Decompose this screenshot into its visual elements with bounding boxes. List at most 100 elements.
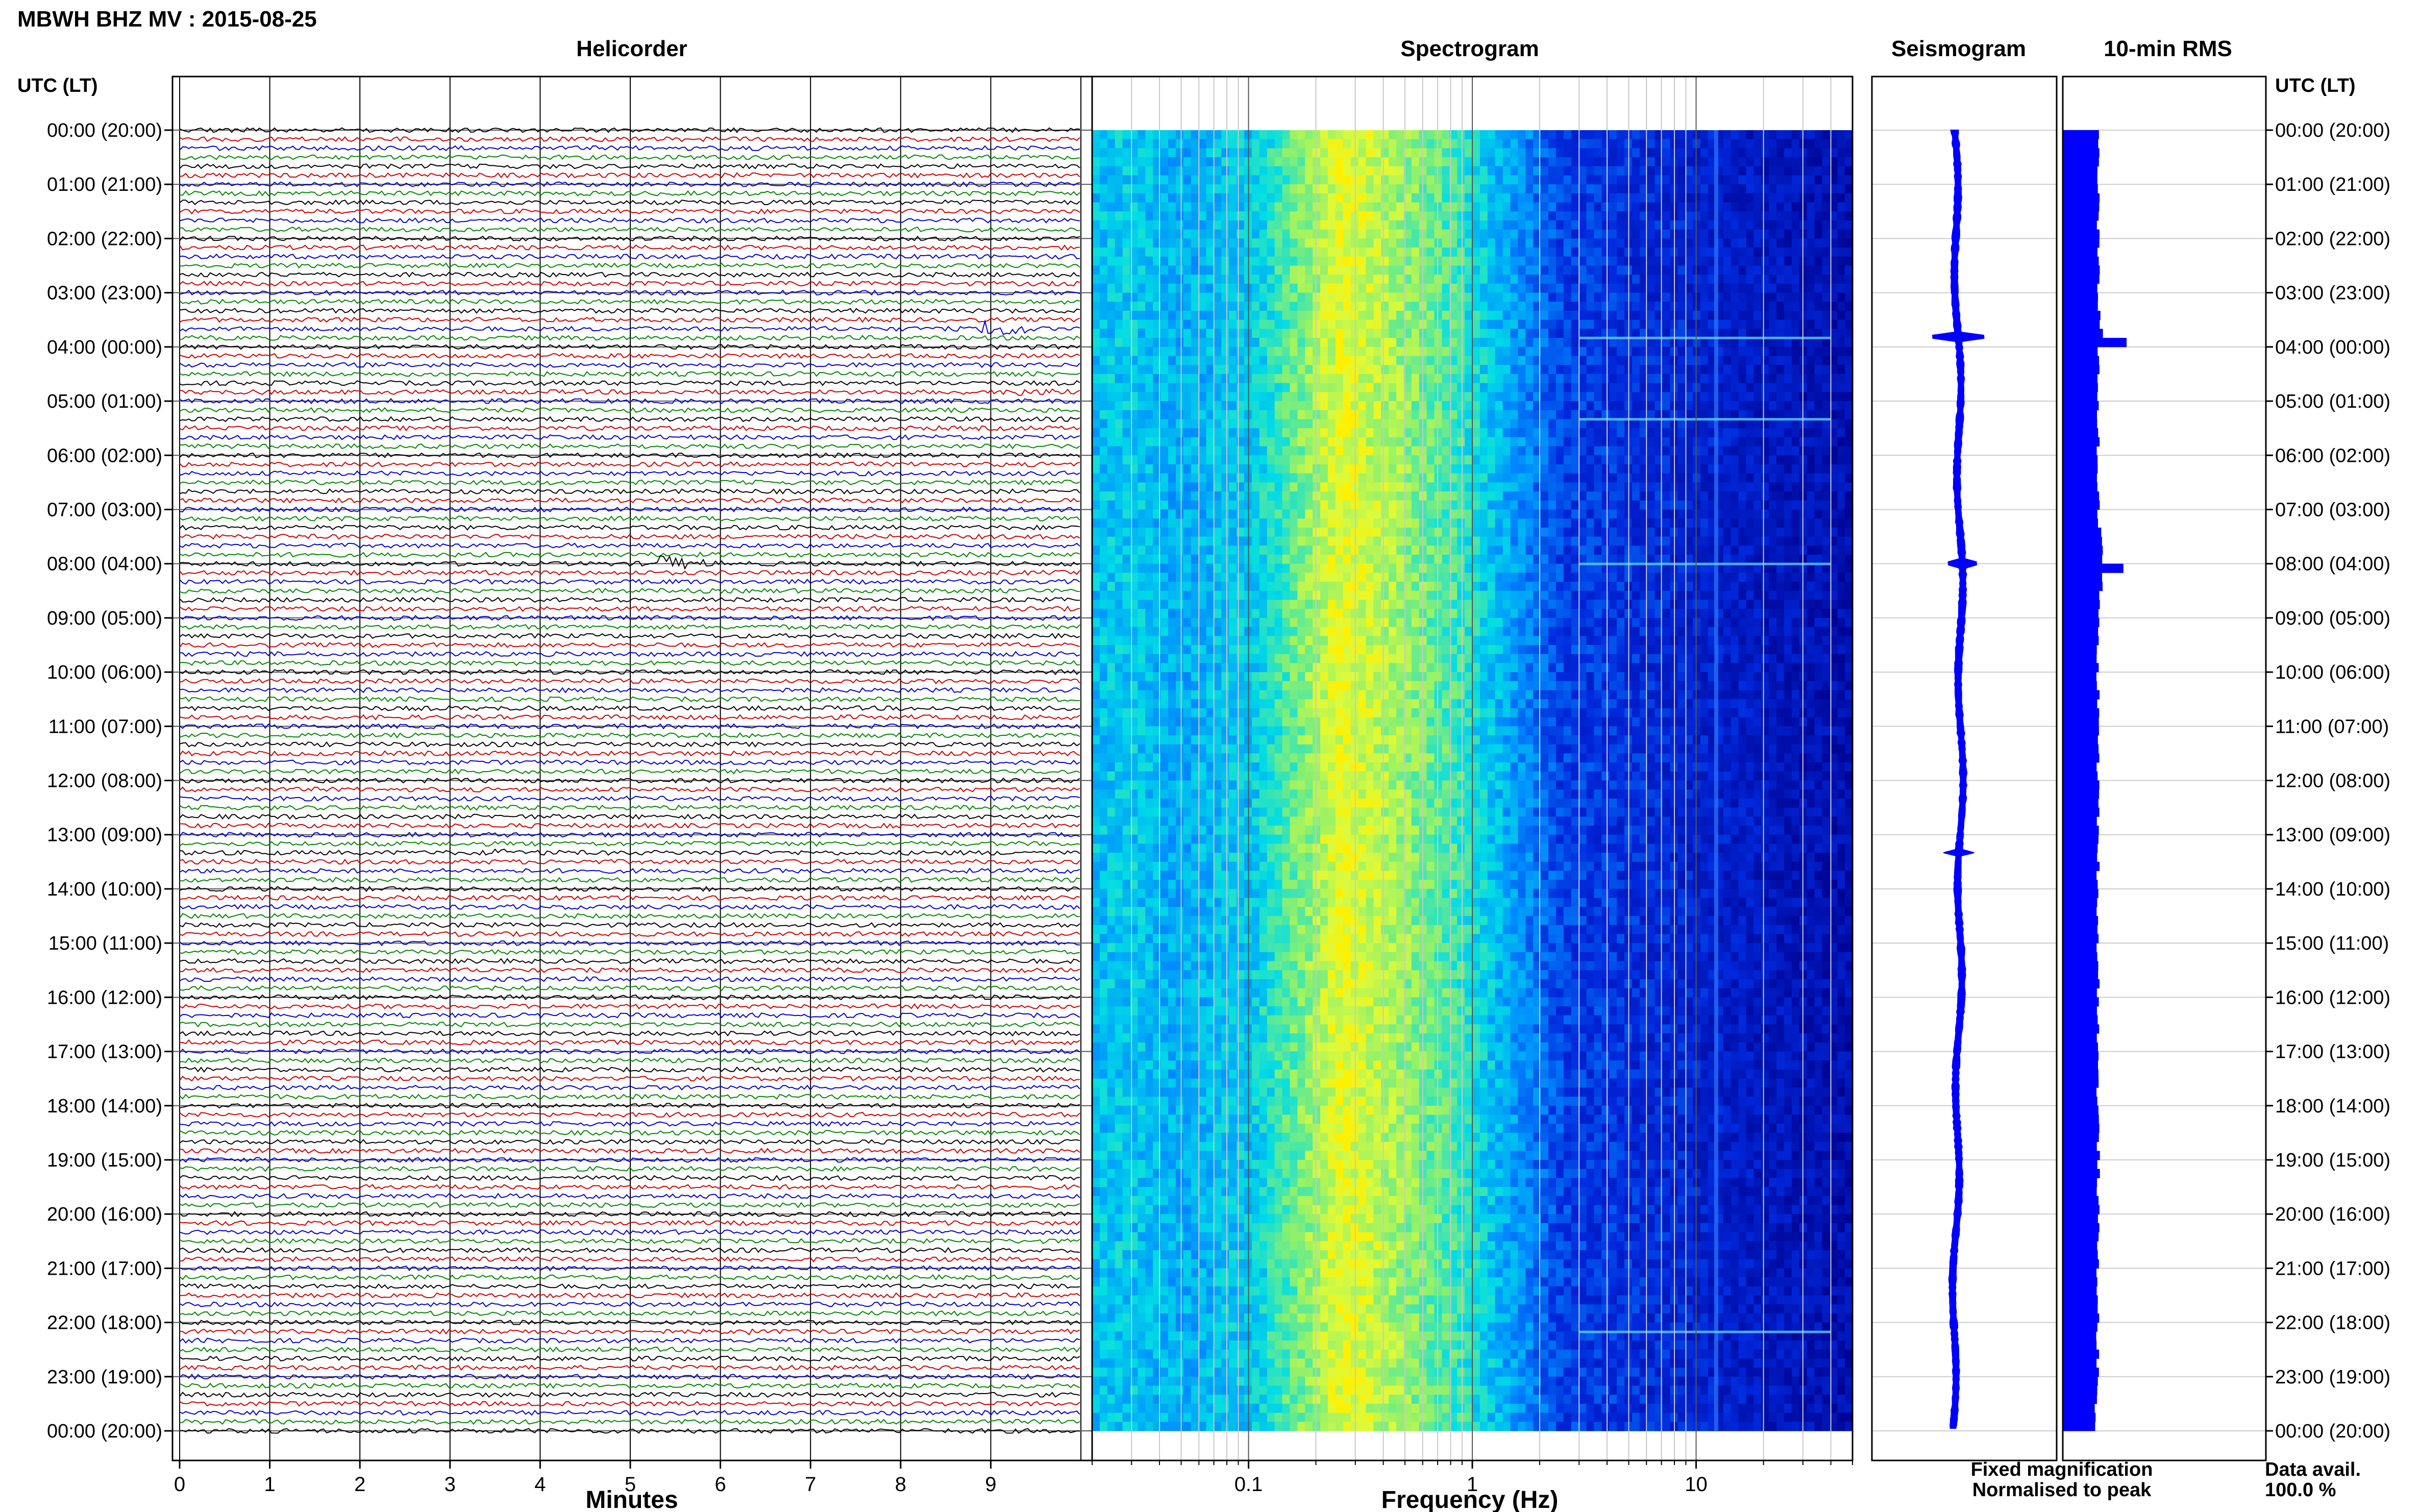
spectrogram-cell [1099, 256, 1108, 266]
spectrogram-cell [1830, 319, 1838, 329]
spectrogram-cell [1502, 265, 1511, 275]
spectrogram-cell [1206, 275, 1214, 284]
spectrogram-cell [1305, 265, 1313, 275]
spectrogram-cell [1305, 148, 1313, 158]
spectrogram-cell [1457, 319, 1465, 329]
spectrogram-cell [1366, 265, 1374, 275]
spectrogram-cell [1487, 211, 1496, 221]
spectrogram-cell [1784, 437, 1792, 447]
spectrogram-cell [1130, 238, 1138, 248]
spectrogram-cell [1525, 130, 1534, 140]
spectrogram-cell [1578, 338, 1587, 348]
spectrogram-cell [1267, 374, 1275, 384]
spectrogram-cell [1259, 329, 1268, 338]
spectrogram-cell [1366, 383, 1374, 392]
spectrogram-cell [1769, 491, 1777, 501]
spectrogram-cell [1313, 175, 1321, 185]
spectrogram-cell [1130, 184, 1138, 194]
spectrogram-cell [1198, 356, 1207, 365]
spectrogram-cell [1237, 302, 1245, 311]
spectrogram-cell [1198, 166, 1207, 176]
spectrogram-cell [1175, 482, 1184, 492]
spectrogram-cell [1594, 365, 1602, 375]
spectrogram-cell [1708, 491, 1716, 501]
spectrogram-cell [1541, 473, 1549, 483]
spectrogram-cell [1366, 157, 1374, 167]
spectrogram-cell [1518, 482, 1526, 492]
spectrogram-cell [1556, 410, 1564, 419]
spectrogram-cell [1198, 175, 1207, 185]
spectrogram-cell [1525, 211, 1534, 221]
spectrogram-cell [1297, 265, 1305, 275]
spectrogram-cell [1366, 346, 1374, 357]
spectrogram-cell [1389, 428, 1397, 438]
spectrogram-cell [1274, 166, 1283, 176]
spectrogram-cell [1617, 482, 1625, 492]
spectrogram-cell [1495, 184, 1503, 194]
spectrogram-cell [1313, 265, 1321, 275]
spectrogram-cell [1214, 401, 1222, 411]
spectrogram-cell [1693, 275, 1701, 284]
spectrogram-cell [1214, 256, 1222, 266]
spectrogram-cell [1487, 473, 1496, 483]
spectrogram-cell [1510, 482, 1518, 492]
spectrogram-cell [1822, 211, 1830, 221]
spectrogram-cell [1449, 229, 1458, 239]
spectrogram-cell [1214, 446, 1222, 456]
spectrogram-cell [1502, 256, 1511, 266]
spectrogram-cell [1472, 500, 1480, 510]
spectrogram-cell [1617, 247, 1625, 257]
spectrogram-cell [1571, 536, 1579, 546]
spectrogram-cell [1693, 175, 1701, 185]
spectrogram-cell [1754, 500, 1762, 510]
spectrogram-cell [1761, 573, 1769, 582]
spectrogram-cell [1472, 148, 1480, 158]
spectrogram-cell [1700, 275, 1709, 284]
spectrogram-cell [1411, 437, 1420, 447]
spectrogram-cell [1297, 220, 1305, 230]
spectrogram-cell [1350, 527, 1359, 537]
spectrogram-cell [1229, 302, 1237, 311]
spectrogram-cell [1305, 292, 1313, 302]
spectrogram-cell [1647, 383, 1656, 392]
spectrogram-cell [1457, 410, 1465, 419]
spectrogram-cell [1647, 175, 1656, 185]
spectrogram-cell [1731, 275, 1739, 284]
spectrogram-cell [1251, 455, 1260, 465]
spectrogram-cell [1465, 319, 1473, 329]
spectrogram-cell [1191, 292, 1199, 302]
spectrogram-cell [1092, 346, 1100, 357]
spectrogram-cell [1632, 139, 1640, 148]
spectrogram-cell [1426, 175, 1435, 185]
spectrogram-cell [1259, 302, 1268, 311]
spectrogram-cell [1358, 157, 1366, 167]
spectrogram-cell [1115, 319, 1123, 329]
spectrogram-cell [1601, 482, 1610, 492]
spectrogram-cell [1214, 175, 1222, 185]
spectrogram-cell [1396, 500, 1404, 510]
spectrogram-cell [1449, 383, 1458, 392]
spectrogram-cell [1267, 311, 1275, 320]
spectrogram-cell [1518, 428, 1526, 438]
spectrogram-cell [1746, 356, 1754, 365]
spectrogram-cell [1426, 311, 1435, 320]
spectrogram-cell [1685, 319, 1693, 329]
spectrogram-cell [1677, 428, 1686, 438]
spectrogram-cell [1556, 563, 1564, 573]
spectrogram-cell [1389, 419, 1397, 429]
spectrogram-cell [1297, 311, 1305, 320]
spectrogram-cell [1465, 491, 1473, 501]
spectrogram-cell [1465, 338, 1473, 348]
spectrogram-cell [1647, 346, 1656, 357]
spectrogram-cell [1145, 374, 1153, 384]
spectrogram-cell [1373, 446, 1381, 456]
spectrogram-cell [1693, 536, 1701, 546]
spectrogram-cell [1175, 346, 1184, 357]
spectrogram-cell [1381, 148, 1389, 158]
spectrogram-cell [1639, 356, 1648, 365]
spectrogram-cell [1700, 536, 1709, 546]
spectrogram-cell [1465, 555, 1473, 564]
spectrogram-cell [1153, 148, 1161, 158]
spectrogram-cell [1175, 175, 1184, 185]
spectrogram-cell [1685, 311, 1693, 320]
